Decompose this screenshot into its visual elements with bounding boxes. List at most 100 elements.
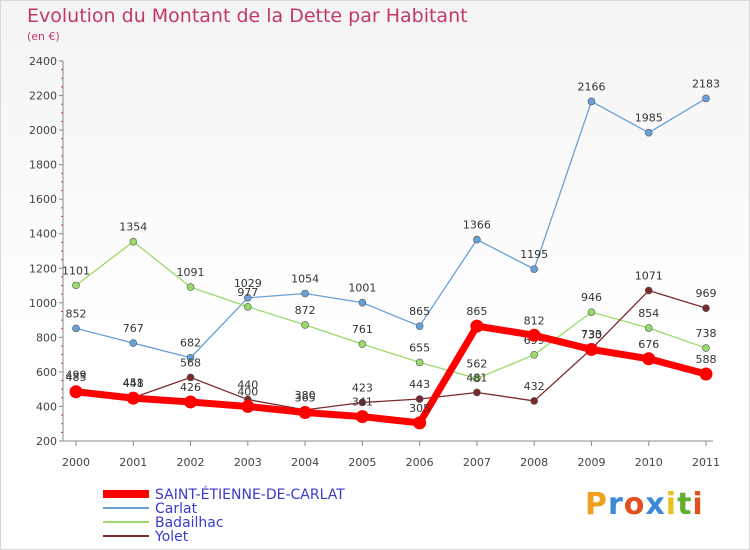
data-point (301, 289, 309, 298)
data-point (527, 328, 541, 342)
y-tick-label: 1800 (29, 159, 57, 172)
data-label: 865 (409, 305, 430, 318)
data-label: 1071 (635, 270, 663, 283)
data-label: 448 (123, 377, 144, 390)
x-tick-label: 2004 (291, 456, 319, 469)
data-label: 481 (466, 371, 487, 384)
data-point (644, 324, 653, 332)
data-label: 2166 (577, 80, 605, 93)
data-point (470, 319, 484, 333)
data-label: 1366 (463, 219, 491, 232)
data-point (301, 321, 309, 329)
x-tick-label: 2002 (177, 456, 205, 469)
y-tick-label: 200 (36, 435, 57, 448)
data-label: 852 (66, 307, 87, 320)
legend-label: Yolet (154, 529, 189, 545)
data-label: 1001 (348, 282, 376, 295)
data-label: 854 (638, 307, 659, 320)
data-point (184, 395, 198, 409)
data-point (584, 342, 598, 356)
y-tick-label: 400 (36, 400, 57, 413)
data-label: 305 (409, 402, 430, 415)
data-label: 733 (581, 328, 602, 341)
y-tick-label: 600 (36, 366, 57, 379)
data-point (702, 304, 710, 312)
x-tick-label: 2001 (119, 456, 147, 469)
x-tick-label: 2005 (348, 456, 376, 469)
data-label: 499 (66, 368, 87, 381)
x-tick-label: 2008 (520, 456, 548, 469)
data-label: 440 (237, 379, 258, 392)
data-label: 682 (180, 337, 201, 350)
data-label: 812 (524, 314, 545, 327)
data-label: 1029 (234, 277, 262, 290)
data-point (298, 406, 312, 419)
x-tick-label: 2003 (234, 456, 262, 469)
data-point (415, 322, 424, 330)
y-tick-label: 1600 (29, 193, 57, 206)
data-label: 1091 (177, 266, 205, 279)
data-label: 676 (638, 338, 659, 351)
data-point (186, 283, 195, 291)
series-line-carlat (75, 97, 707, 359)
data-point (241, 399, 255, 413)
data-label: 977 (237, 286, 258, 299)
data-label: 562 (466, 357, 487, 370)
x-tick-label: 2006 (406, 456, 434, 469)
y-tick-label: 2000 (29, 124, 57, 137)
data-label: 1195 (520, 248, 548, 261)
y-tick-label: 2200 (29, 90, 57, 103)
data-point (129, 339, 138, 347)
y-tick-label: 1000 (29, 297, 57, 310)
data-label: 1101 (62, 264, 90, 277)
x-tick-label: 2010 (635, 456, 663, 469)
chart-title: Evolution du Montant de la Dette par Hab… (27, 5, 468, 27)
legend-label: Carlat (155, 501, 198, 517)
data-point (473, 235, 481, 244)
data-label: 568 (180, 356, 201, 369)
data-label: 761 (352, 323, 373, 336)
legend-label: Badailhac (155, 515, 224, 531)
data-point (473, 388, 481, 397)
data-point (642, 352, 656, 366)
data-label: 969 (696, 287, 717, 300)
data-label: 1354 (119, 221, 147, 234)
data-point (358, 298, 367, 307)
y-tick-label: 1400 (29, 228, 57, 241)
data-point (644, 286, 653, 295)
proxiti-logo: Proxiti (585, 487, 704, 522)
data-point (699, 367, 713, 381)
data-point (186, 353, 195, 362)
data-point (415, 395, 424, 403)
data-label: 1985 (635, 112, 663, 125)
data-point (473, 374, 481, 383)
y-tick-label: 2400 (29, 55, 57, 68)
data-point (702, 94, 710, 103)
data-label: 485 (66, 371, 87, 384)
data-point (413, 416, 427, 430)
data-point (587, 308, 596, 316)
legend-label: SAINT-ÉTIENNE-DE-CARLAT (155, 486, 345, 503)
data-point (530, 397, 538, 405)
data-label: 432 (524, 380, 545, 393)
data-point (530, 265, 538, 273)
data-label: 2183 (692, 77, 720, 90)
data-label: 946 (581, 291, 602, 304)
data-label: 423 (352, 381, 373, 394)
data-point (415, 358, 424, 367)
data-point (244, 302, 252, 311)
data-point (358, 398, 367, 407)
data-point (358, 340, 367, 348)
data-point (355, 410, 369, 424)
x-tick-label: 2011 (692, 456, 720, 469)
data-label: 588 (696, 353, 717, 366)
x-tick-label: 2009 (577, 456, 605, 469)
data-point (129, 237, 138, 246)
data-label: 872 (295, 304, 316, 317)
series-line-badailhac (75, 241, 707, 380)
data-label: 1054 (291, 272, 319, 285)
data-label: 738 (696, 327, 717, 340)
data-label: 365 (295, 392, 316, 405)
